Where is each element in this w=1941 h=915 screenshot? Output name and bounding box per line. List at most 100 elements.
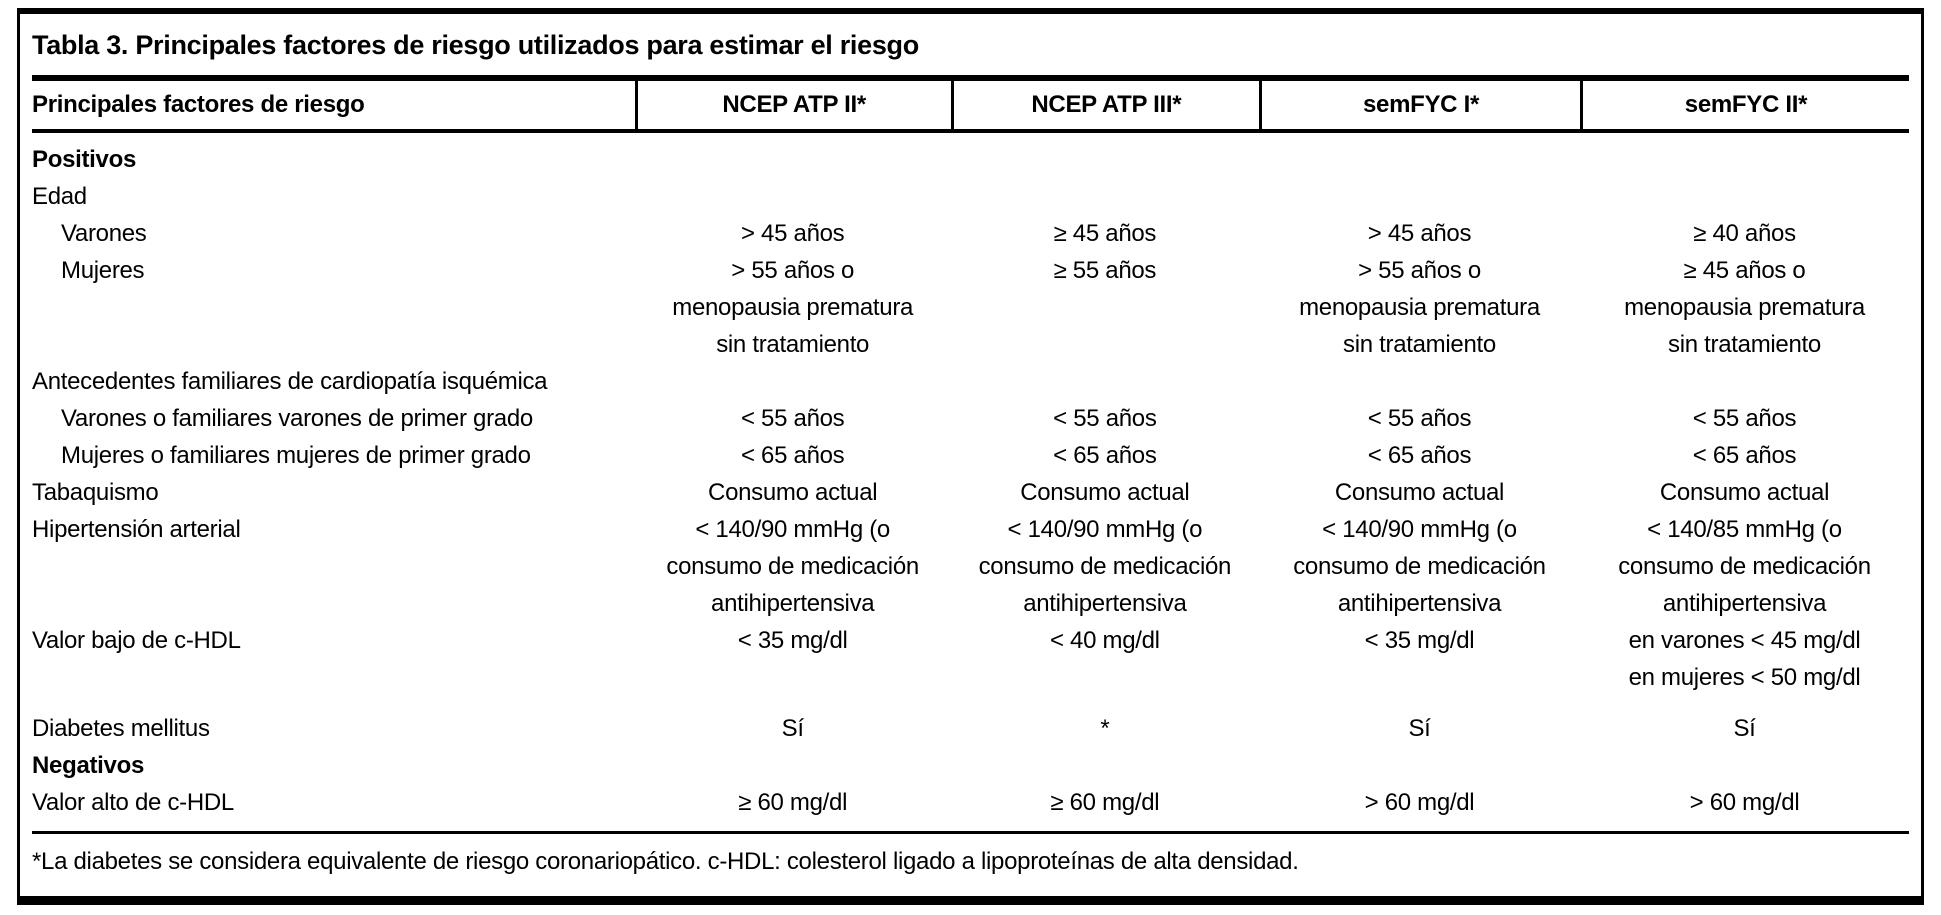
value-line: * <box>1100 715 1110 742</box>
row-value-col-3: Consumo actual <box>1259 474 1580 511</box>
row-value-col-1: Consumo actual <box>635 474 951 511</box>
value-line: en mujeres < 50 mg/dl <box>1628 664 1861 691</box>
row-value-col-3: < 55 años <box>1259 400 1580 437</box>
value-line: < 65 años <box>1053 442 1157 469</box>
value-line: consumo de medicación <box>1293 553 1546 580</box>
row-value-col-3: > 55 años o menopausia prematura sin trata… <box>1259 252 1580 363</box>
row-value-col-4: Sí <box>1580 710 1909 747</box>
row-value-col-2 <box>951 363 1259 400</box>
row-value-col-2: < 140/90 mmHg (o consumo de medicación ant… <box>951 511 1259 622</box>
row-value-col-4: < 55 años <box>1580 400 1909 437</box>
value-line: < 55 años <box>1053 405 1157 432</box>
table-row: Tabaquismo Consumo actual Consumo actual Co… <box>32 474 1909 511</box>
row-value-col-4: < 65 años <box>1580 437 1909 474</box>
value-line: Sí <box>781 715 804 742</box>
table-row: Valor bajo de c-HDL < 35 mg/dl < 40 mg/dl <… <box>32 622 1909 696</box>
row-value-col-1: > 45 años <box>635 215 951 252</box>
row-value-col-3: > 45 años <box>1259 215 1580 252</box>
value-line: < 55 años <box>1692 405 1797 432</box>
row-label: Hipertensión arterial <box>32 516 241 543</box>
value-line: < 35 mg/dl <box>1364 627 1475 654</box>
row-value-col-2: Consumo actual <box>951 474 1259 511</box>
value-line: antihipertensiva <box>1662 590 1827 617</box>
value-line: sin tratamiento <box>1668 331 1821 358</box>
row-value-col-3: > 60 mg/dl <box>1259 784 1580 821</box>
header-cell-4: semFYC II* <box>1580 81 1909 129</box>
row-value-col-2: < 40 mg/dl <box>951 622 1259 696</box>
value-line: ≥ 55 años <box>1053 257 1157 284</box>
divider-below-title <box>32 75 1909 81</box>
value-line: sin tratamiento <box>1343 331 1496 358</box>
value-line: Sí <box>1733 715 1756 742</box>
value-line: < 140/90 mmHg (o <box>1007 516 1203 543</box>
divider-below-header <box>32 129 1909 133</box>
value-line: menopausia prematura <box>672 294 914 321</box>
value-line: Consumo actual <box>708 479 878 506</box>
row-value-col-4: ≥ 45 años o menopausia prematura sin trata… <box>1580 252 1909 363</box>
value-line: Consumo actual <box>1659 479 1830 506</box>
row-value-col-2 <box>951 178 1259 215</box>
row-value-col-1 <box>635 363 951 400</box>
value-line: < 140/85 mmHg (o <box>1647 516 1842 543</box>
row-label: Valor bajo de c-HDL <box>32 627 241 654</box>
row-value-col-4: en varones < 45 mg/dl en mujeres < 50 mg/… <box>1580 622 1909 696</box>
row-value-col-1: < 35 mg/dl <box>635 622 951 696</box>
value-line: < 55 años <box>740 405 845 432</box>
value-line: < 140/90 mmHg (o <box>1322 516 1517 543</box>
row-value-col-1: < 65 años <box>635 437 951 474</box>
value-line: en varones < 45 mg/dl <box>1628 627 1861 654</box>
table-row: Valor alto de c-HDL ≥ 60 mg/dl ≥ 60 mg/dl >… <box>32 784 1909 821</box>
row-value-col-1 <box>635 747 951 784</box>
row-label: Edad <box>32 183 87 210</box>
row-label: Diabetes mellitus <box>32 715 210 742</box>
table-footnote: *La diabetes se considera equivalente de… <box>32 848 1299 875</box>
table-row: Edad <box>32 178 1909 215</box>
row-value-col-4: < 140/85 mmHg (o consumo de medicación ant… <box>1580 511 1909 622</box>
row-label: Varones <box>61 220 147 247</box>
row-value-col-2: ≥ 45 años <box>951 215 1259 252</box>
value-line: ≥ 60 mg/dl <box>738 789 848 816</box>
value-line: > 60 mg/dl <box>1689 789 1800 816</box>
value-line: < 65 años <box>1367 442 1472 469</box>
value-line: < 40 mg/dl <box>1049 627 1160 654</box>
row-label: Negativos <box>32 752 145 779</box>
value-line: > 55 años o <box>1358 257 1481 284</box>
row-value-col-2: < 55 años <box>951 400 1259 437</box>
table-title: Tabla 3. Principales factores de riesgo … <box>32 30 919 60</box>
table-row: Hipertensión arterial < 140/90 mmHg (o con… <box>32 511 1909 622</box>
table-row: Positivos <box>32 141 1909 178</box>
row-value-col-1: > 55 años o menopausia prematura sin trata… <box>635 252 951 363</box>
value-line: > 45 años <box>740 220 845 247</box>
row-value-col-4: Consumo actual <box>1580 474 1909 511</box>
row-value-col-1: < 55 años <box>635 400 951 437</box>
row-value-col-4 <box>1580 363 1909 400</box>
value-line: < 35 mg/dl <box>737 627 848 654</box>
header-cell-3: semFYC I* <box>1258 81 1580 129</box>
row-value-col-3: < 65 años <box>1259 437 1580 474</box>
row-value-col-4: > 60 mg/dl <box>1580 784 1909 821</box>
table-body: Positivos Edad Varones > 45 años ≥ 45 años > … <box>32 141 1909 821</box>
row-value-col-2: * <box>951 710 1259 747</box>
row-value-col-4 <box>1580 178 1909 215</box>
table-frame: Tabla 3. Principales factores de riesgo … <box>17 8 1924 905</box>
row-label: Positivos <box>32 146 136 173</box>
row-value-col-4 <box>1580 747 1909 784</box>
value-line: < 140/90 mmHg (o <box>695 516 890 543</box>
row-value-col-2 <box>951 141 1259 178</box>
row-label: Tabaquismo <box>32 479 159 506</box>
table-row: Varones > 45 años ≥ 45 años > 45 años ≥ 40 a… <box>32 215 1909 252</box>
table-row: Mujeres > 55 años o menopausia prematura si… <box>32 252 1909 363</box>
divider-above-footnote <box>32 831 1909 834</box>
value-line: ≥ 45 años o <box>1683 257 1806 284</box>
value-line: > 45 años <box>1367 220 1472 247</box>
row-value-col-4 <box>1580 141 1909 178</box>
row-value-col-1: Sí <box>635 710 951 747</box>
value-line: ≥ 40 años <box>1693 220 1796 247</box>
row-value-col-1 <box>635 178 951 215</box>
value-line: menopausia prematura <box>1299 294 1540 321</box>
row-label: Mujeres o familiares mujeres de primer g… <box>61 442 531 469</box>
row-value-col-2: ≥ 55 años <box>951 252 1259 363</box>
row-label: Valor alto de c-HDL <box>32 789 234 816</box>
row-value-col-2: ≥ 60 mg/dl <box>951 784 1259 821</box>
value-line: > 55 años o <box>731 257 855 284</box>
